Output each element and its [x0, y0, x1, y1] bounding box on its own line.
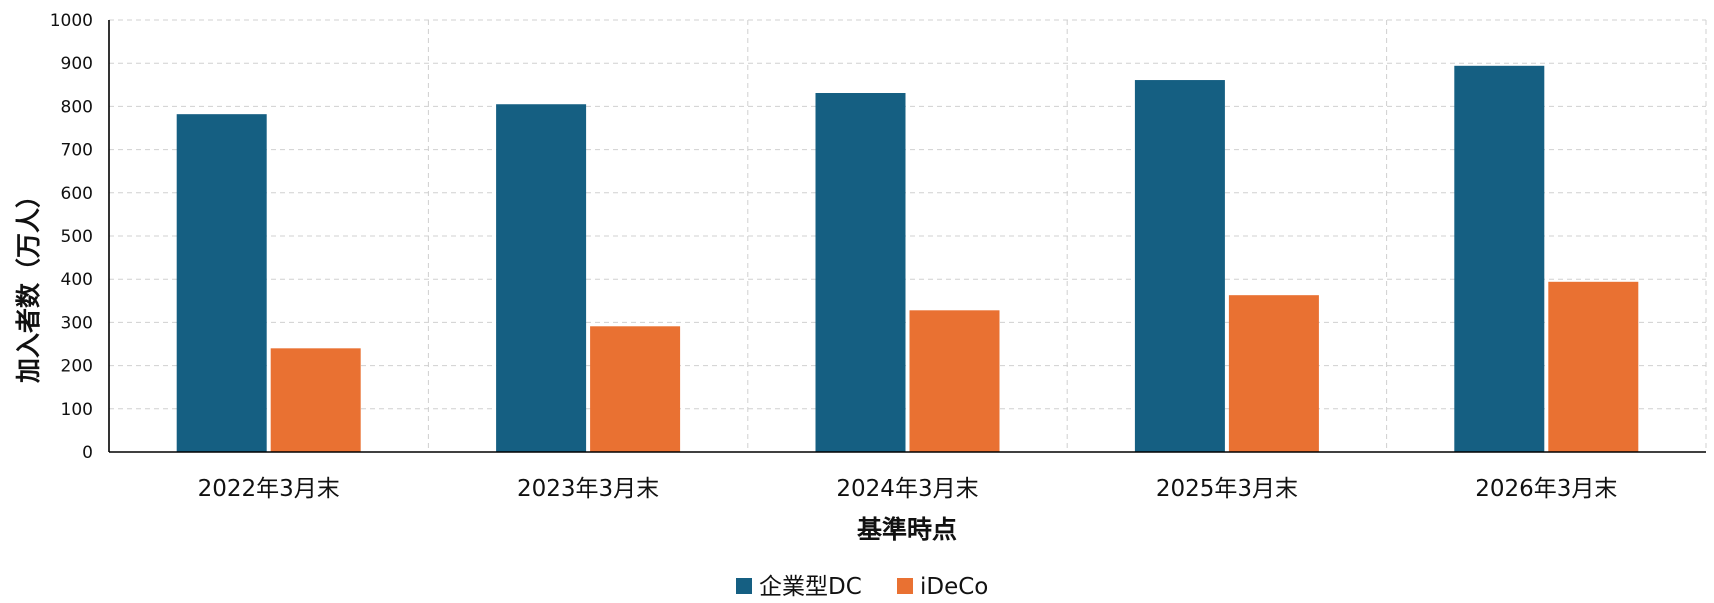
x-tick-label: 2022年3月末 — [198, 476, 340, 502]
y-tick-label: 200 — [61, 357, 93, 377]
bars — [176, 65, 1639, 453]
y-tick-label: 100 — [61, 400, 93, 420]
bar-ideco — [270, 348, 361, 452]
axes — [108, 20, 1706, 453]
y-tick-label: 1000 — [50, 11, 93, 31]
bar-dc — [1454, 65, 1545, 453]
bar-ideco — [1548, 281, 1639, 452]
grid-lines — [109, 19, 1707, 452]
y-tick-label: 400 — [61, 270, 93, 290]
x-tick-labels: 2022年3月末 2023年3月末 2024年3月末 2025年3月末 2026年3月末 — [198, 476, 1618, 502]
y-tick-label: 600 — [61, 184, 93, 204]
bar-ideco — [590, 326, 681, 452]
y-tick-label: 700 — [61, 141, 93, 161]
legend-swatch-dc — [736, 578, 752, 594]
legend-swatch-ideco — [897, 578, 913, 594]
x-tick-label: 2025年3月末 — [1156, 476, 1298, 502]
x-tick-label: 2023年3月末 — [517, 476, 659, 502]
y-tick-label: 300 — [61, 313, 93, 333]
bar-dc — [1134, 80, 1225, 452]
x-tick-label: 2026年3月末 — [1475, 476, 1617, 502]
y-tick-label: 800 — [61, 97, 93, 117]
bar-dc — [815, 93, 906, 453]
legend: 企業型DC iDeCo — [736, 574, 988, 600]
y-axis-title: 加入者数（万人） — [14, 183, 43, 384]
x-tick-label: 2024年3月末 — [836, 476, 978, 502]
legend-label-ideco: iDeCo — [920, 574, 988, 600]
bar-dc — [496, 104, 587, 453]
bar-ideco — [1228, 295, 1319, 452]
y-tick-label: 900 — [61, 54, 93, 74]
y-tick-label: 0 — [82, 443, 93, 463]
y-tick-labels: 0 100 200 300 400 500 600 700 800 900 1000 — [50, 11, 93, 463]
x-axis-title: 基準時点 — [857, 515, 957, 544]
y-tick-label: 500 — [61, 227, 93, 247]
bar-ideco — [909, 310, 1000, 452]
bar-dc — [176, 114, 267, 453]
legend-label-dc: 企業型DC — [759, 574, 862, 600]
